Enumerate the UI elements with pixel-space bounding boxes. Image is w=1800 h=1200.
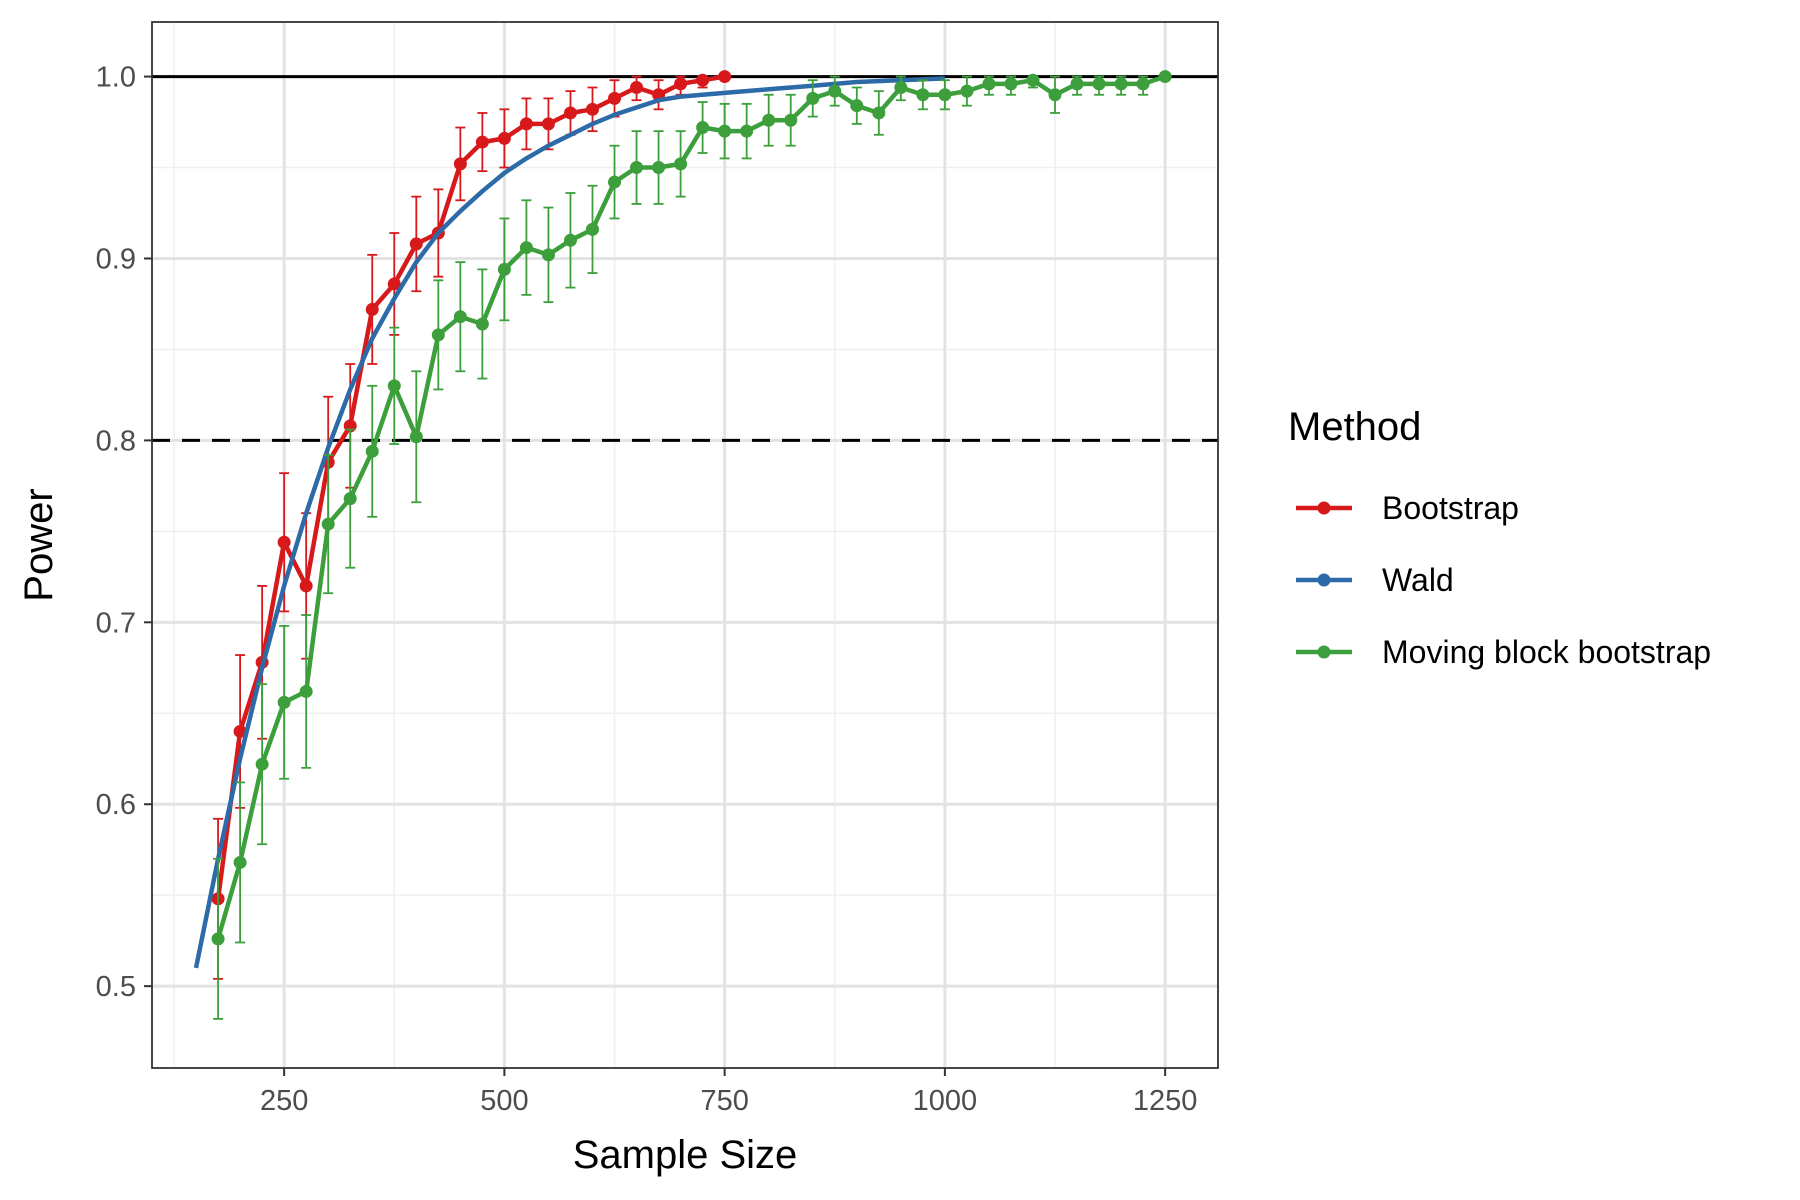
series-bootstrap — [211, 70, 732, 980]
x-tick-label: 1250 — [1133, 1085, 1198, 1117]
data-point — [916, 88, 930, 102]
data-point — [299, 579, 313, 593]
data-point — [1114, 77, 1128, 91]
data-point — [1136, 77, 1150, 91]
data-point — [277, 535, 291, 549]
data-point — [652, 161, 666, 175]
data-point — [872, 106, 886, 120]
data-point — [718, 70, 732, 84]
series-wald — [193, 76, 945, 969]
data-point — [519, 241, 533, 255]
x-tick-label: 750 — [700, 1085, 748, 1117]
data-point — [299, 684, 313, 698]
data-point — [277, 695, 291, 709]
legend-key-point — [1317, 501, 1331, 515]
legend-key-point — [1317, 573, 1331, 587]
data-point — [431, 328, 445, 342]
data-point — [255, 757, 269, 771]
data-point — [1048, 88, 1062, 102]
data-point — [563, 106, 577, 120]
data-point — [453, 157, 467, 171]
data-point — [233, 724, 247, 738]
y-tick-label: 0.7 — [96, 607, 136, 639]
data-point — [475, 135, 489, 149]
data-point — [850, 99, 864, 113]
data-point — [630, 80, 644, 94]
data-point — [475, 317, 489, 331]
series-line — [193, 76, 945, 969]
legend-item-bootstrap: Bootstrap — [1296, 490, 1519, 526]
y-axis: 0.5 0.6 0.7 0.8 0.9 1.0 — [96, 62, 152, 1003]
data-point — [630, 161, 644, 175]
y-tick-label: 0.6 — [96, 789, 136, 821]
data-point — [541, 117, 555, 131]
data-point — [343, 492, 357, 506]
legend: Method Bootstrap Wald Moving block bootstr… — [1288, 405, 1711, 670]
x-tick-label: 1000 — [913, 1085, 978, 1117]
data-point — [762, 113, 776, 127]
y-tick-label: 1.0 — [96, 62, 136, 94]
data-point — [585, 222, 599, 236]
legend-key-point — [1317, 645, 1331, 659]
data-point — [784, 113, 798, 127]
y-tick-label: 0.9 — [96, 243, 136, 275]
y-tick-label: 0.5 — [96, 971, 136, 1003]
legend-label: Wald — [1382, 562, 1454, 598]
data-point — [696, 73, 710, 87]
data-point — [453, 310, 467, 324]
data-point — [1004, 77, 1018, 91]
data-point — [982, 77, 996, 91]
data-point — [233, 855, 247, 869]
x-axis-title: Sample Size — [573, 1133, 798, 1177]
x-tick-label: 250 — [260, 1085, 308, 1117]
data-point — [1092, 77, 1106, 91]
data-point — [960, 84, 974, 98]
data-point — [608, 175, 622, 189]
data-point — [1070, 77, 1084, 91]
data-point — [321, 517, 335, 531]
x-axis: 250 500 750 1000 1250 — [260, 1068, 1197, 1117]
data-point — [718, 124, 732, 138]
y-axis-title: Power — [17, 488, 61, 601]
data-point — [938, 88, 952, 102]
data-point — [541, 248, 555, 262]
data-point — [365, 444, 379, 458]
data-point — [828, 84, 842, 98]
legend-title: Method — [1288, 405, 1421, 449]
data-point — [674, 157, 688, 171]
data-point — [1158, 70, 1172, 84]
legend-item-moving-block-bootstrap: Moving block bootstrap — [1296, 634, 1711, 670]
data-point — [387, 277, 401, 291]
data-point — [497, 262, 511, 276]
y-tick-label: 0.8 — [96, 425, 136, 457]
data-point — [365, 302, 379, 316]
data-point — [696, 121, 710, 135]
data-point — [519, 117, 533, 131]
legend-label: Moving block bootstrap — [1382, 634, 1711, 670]
data-point — [894, 80, 908, 94]
data-point — [497, 131, 511, 145]
data-point — [211, 932, 225, 946]
legend-label: Bootstrap — [1382, 490, 1519, 526]
x-tick-label: 500 — [480, 1085, 528, 1117]
data-point — [585, 102, 599, 116]
data-point — [409, 430, 423, 444]
data-point — [563, 233, 577, 247]
data-point — [806, 91, 820, 105]
data-point — [740, 124, 754, 138]
data-point — [674, 77, 688, 91]
data-point — [387, 379, 401, 393]
plot-panel — [151, 21, 1219, 1069]
legend-item-wald: Wald — [1296, 562, 1454, 598]
data-point — [1026, 73, 1040, 87]
panel-border — [151, 21, 1219, 1069]
data-point — [608, 91, 622, 105]
data-point — [409, 237, 423, 251]
series-moving-block-bootstrap — [211, 70, 1172, 1020]
